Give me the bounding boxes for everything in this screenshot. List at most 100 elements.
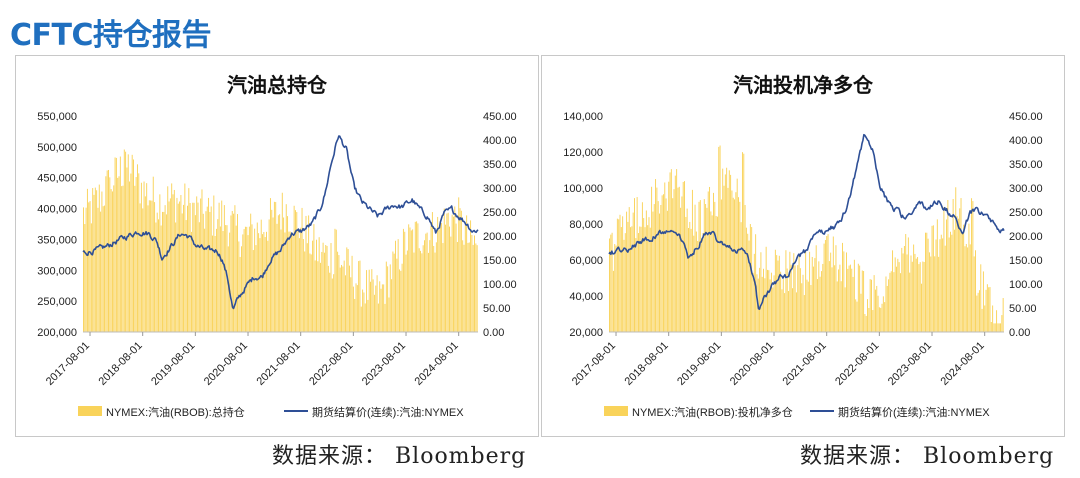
bar — [97, 207, 99, 332]
bar — [998, 323, 1000, 332]
bar — [198, 222, 200, 332]
bar — [713, 192, 714, 332]
bar — [421, 253, 423, 332]
bar — [418, 248, 420, 332]
bar — [727, 187, 729, 332]
bar — [208, 197, 210, 332]
bar — [167, 186, 169, 332]
bar — [205, 211, 207, 332]
bar — [402, 228, 404, 332]
bar — [244, 226, 246, 332]
bar — [287, 216, 289, 332]
bar — [782, 279, 784, 332]
bar — [447, 212, 449, 332]
bar — [994, 323, 996, 332]
bar — [363, 292, 365, 332]
bar — [684, 181, 685, 332]
bar — [175, 222, 177, 332]
bar — [276, 223, 278, 332]
bar — [343, 260, 345, 332]
bar — [347, 249, 349, 332]
bar — [723, 185, 725, 332]
bar — [714, 201, 716, 332]
bar — [890, 271, 892, 332]
bar — [780, 271, 782, 332]
bar — [292, 234, 294, 332]
bar — [855, 299, 857, 332]
bar — [872, 310, 874, 332]
bar — [990, 321, 992, 332]
bar — [985, 289, 987, 332]
bar — [127, 154, 129, 332]
bar — [136, 164, 138, 332]
bar — [909, 272, 911, 332]
bar — [615, 245, 617, 332]
bar — [818, 261, 820, 332]
bar — [645, 210, 647, 332]
bar — [100, 211, 102, 332]
bar — [241, 246, 242, 332]
bar — [230, 215, 232, 332]
bar — [441, 222, 443, 332]
bar — [92, 188, 94, 332]
bar — [84, 224, 86, 332]
bar — [159, 194, 161, 332]
bar — [635, 238, 637, 332]
bar — [377, 303, 379, 332]
bar — [698, 201, 700, 332]
bar — [200, 198, 202, 332]
y-left-tick-label: 500,000 — [37, 142, 77, 154]
y-right-tick-label: 450.00 — [483, 111, 517, 123]
bar — [462, 240, 464, 332]
bar — [736, 178, 738, 332]
bar — [768, 270, 770, 332]
bar — [118, 176, 120, 332]
bar — [475, 243, 477, 332]
bar — [393, 253, 395, 332]
y-right-tick-label: 100.00 — [1009, 279, 1043, 291]
bar — [305, 215, 307, 332]
y-left-tick-label: 100,000 — [563, 183, 603, 195]
bar — [930, 256, 932, 332]
bar — [731, 190, 733, 332]
bar — [262, 234, 264, 332]
bar — [387, 266, 389, 332]
bar — [89, 201, 91, 332]
y-right-tick-label: 350.00 — [483, 159, 517, 171]
x-tick-label: 2017-08-01 — [44, 340, 92, 388]
bar — [416, 221, 418, 332]
bar — [669, 172, 671, 332]
bar — [466, 215, 468, 332]
bar — [992, 305, 994, 332]
bar — [975, 250, 976, 332]
bar — [860, 293, 862, 332]
bar — [410, 230, 412, 332]
bar — [986, 284, 988, 332]
bar — [450, 236, 452, 332]
bar — [688, 228, 689, 332]
bar — [169, 198, 171, 332]
bar — [640, 226, 642, 332]
bar — [842, 242, 843, 332]
bar — [609, 238, 610, 332]
bar — [922, 261, 924, 332]
source-note-left: 数据来源： Bloomberg — [272, 444, 527, 469]
bar — [455, 223, 457, 332]
x-tick-label: 2018-08-01 — [623, 340, 671, 388]
bar — [797, 265, 799, 332]
bar — [113, 185, 115, 332]
bar — [420, 250, 422, 332]
y-right-tick-label: 250.00 — [1009, 207, 1043, 219]
bar — [989, 287, 991, 332]
bar — [352, 286, 354, 332]
bar — [111, 191, 113, 332]
bar — [620, 227, 622, 332]
x-tick-label: 2019-08-01 — [149, 340, 197, 388]
bar — [383, 284, 385, 332]
bar — [138, 173, 140, 332]
bar — [152, 176, 154, 332]
bar — [142, 208, 144, 332]
bar — [460, 210, 462, 332]
y-right-tick-label: 0.00 — [483, 327, 504, 339]
bar — [681, 196, 683, 332]
